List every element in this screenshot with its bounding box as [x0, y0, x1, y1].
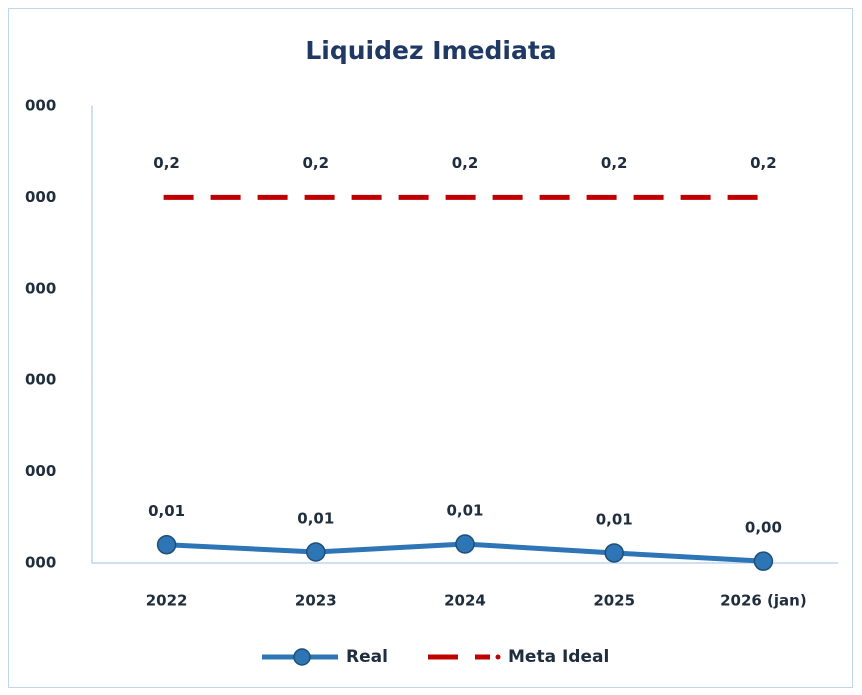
- x-tick-label: 2024: [444, 592, 486, 610]
- data-label: 0,01: [446, 501, 483, 519]
- data-label: 0,2: [153, 154, 180, 172]
- y-tick-label: 000: [25, 97, 56, 115]
- data-label: 0,00: [745, 519, 782, 537]
- x-tick-label: 2026 (jan): [720, 592, 807, 610]
- y-tick-label: 000: [25, 188, 56, 206]
- y-tick-label: 000: [25, 279, 56, 297]
- x-tick-label: 2025: [593, 592, 635, 610]
- point: [604, 543, 624, 563]
- data-label: 0,2: [601, 154, 628, 172]
- legend-marker: [293, 648, 311, 666]
- chart-border: [8, 8, 853, 688]
- data-label: 0,01: [596, 510, 633, 528]
- y-tick-label: 000: [25, 371, 56, 389]
- legend-dot: [495, 654, 501, 660]
- data-label: 0,2: [452, 154, 479, 172]
- y-tick-label: 000: [25, 462, 56, 480]
- legend-label: Meta Ideal: [508, 647, 609, 667]
- x-tick-label: 2022: [146, 592, 188, 610]
- y-tick-label: 000: [25, 554, 56, 572]
- point: [753, 551, 774, 571]
- legend-label: Real: [346, 647, 388, 667]
- point: [156, 534, 177, 555]
- x-tick-label: 2023: [295, 592, 337, 610]
- data-label: 0,2: [750, 154, 777, 172]
- point: [455, 534, 475, 554]
- point: [306, 542, 326, 562]
- chart-title: Liquidez Imediata: [305, 36, 556, 65]
- data-label: 0,01: [297, 510, 334, 528]
- data-label: 0,2: [303, 154, 330, 172]
- data-label: 0,01: [148, 502, 185, 520]
